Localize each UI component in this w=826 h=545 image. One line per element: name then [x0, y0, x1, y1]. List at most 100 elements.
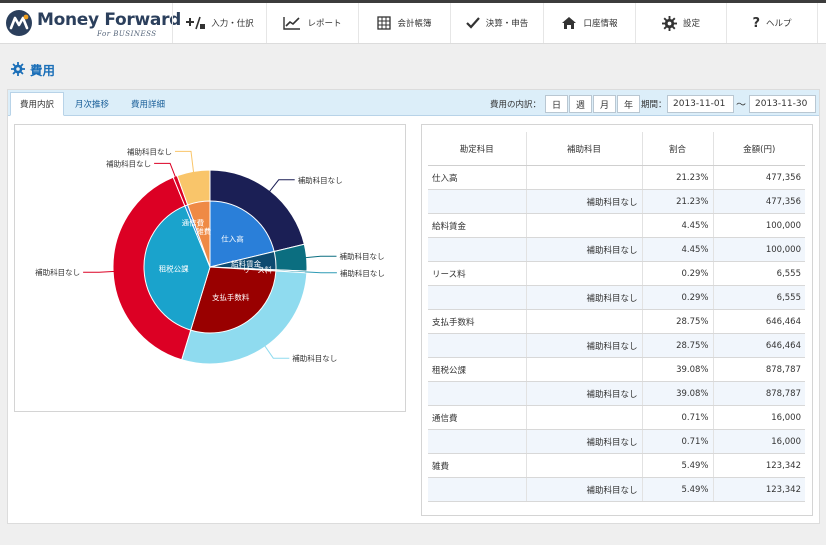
nav-accounts[interactable]: 口座情報: [543, 3, 635, 43]
cell-amount: 16,000: [713, 405, 805, 430]
table-row-account: 雑費 5.49% 123,342: [428, 453, 805, 478]
cell-amount: 100,000: [713, 237, 805, 262]
cell-amount: 123,342: [713, 453, 805, 478]
page-title-text: 費用: [30, 62, 56, 78]
cell-ratio: 21.23%: [642, 165, 714, 190]
inner-slice[interactable]: [190, 266, 277, 334]
slice-label: 通信費: [182, 218, 205, 228]
nav-settings[interactable]: 設定: [635, 3, 726, 43]
expense-table-panel: 勘定科目 補助科目 割合 金額(円) 仕入高 21.23% 477,356 補助科目な…: [421, 124, 813, 516]
cell-empty: [428, 285, 527, 310]
cell-ratio: 39.08%: [642, 381, 714, 406]
nav-label: 入力・仕訳: [211, 19, 254, 29]
outer-slice-label: 補助科目なし: [35, 267, 80, 277]
leader-line: [304, 255, 337, 259]
breakdown-label: 費用の内訳：: [490, 100, 542, 110]
gear-icon: [11, 62, 25, 76]
cell-account: リース料: [428, 261, 527, 286]
slice-label: 給料賃金: [231, 259, 261, 269]
table-row-account: 給料賃金 4.45% 100,000: [428, 213, 805, 238]
nav-closing-filing[interactable]: 決算・申告: [450, 3, 543, 43]
table-row-account: リース料 0.29% 6,555: [428, 261, 805, 286]
table-row-sub-account: 補助科目なし 0.29% 6,555: [428, 285, 805, 310]
cell-empty: [526, 309, 643, 334]
date-to-input[interactable]: [749, 95, 816, 113]
mf-logo-mark-icon: [6, 10, 32, 36]
cell-ratio: 0.71%: [642, 405, 714, 430]
table-row-sub-account: 補助科目なし 5.49% 123,342: [428, 477, 805, 502]
period-month-button[interactable]: 月: [593, 95, 616, 113]
cell-ratio: 5.49%: [642, 477, 714, 502]
tab-expense-details[interactable]: 費用詳細: [120, 92, 176, 116]
gear-icon: [661, 15, 677, 31]
table-row-sub-account: 補助科目なし 28.75% 646,464: [428, 333, 805, 358]
cell-account: 租税公課: [428, 357, 527, 382]
period-label-text: 日: [551, 100, 561, 111]
cell-sub-account: 補助科目なし: [526, 429, 643, 454]
leader-line: [263, 344, 290, 359]
leader-line: [304, 271, 337, 274]
tab-bar: 費用内訳 月次推移 費用詳細 費用の内訳： 日 週 月 年 期間： 〜: [8, 90, 819, 116]
cell-amount: 477,356: [713, 189, 805, 214]
question-icon: ?: [752, 15, 761, 31]
cell-empty: [428, 477, 527, 502]
checkmark-icon: [465, 17, 480, 29]
nav-input-journal[interactable]: 入力・仕訳: [172, 3, 266, 43]
cell-account: 雑費: [428, 453, 527, 478]
nav-label: 口座情報: [583, 19, 618, 29]
period-day-button[interactable]: 日: [545, 95, 568, 113]
table-row-account: 通信費 0.71% 16,000: [428, 405, 805, 430]
cell-empty: [428, 189, 527, 214]
table-row-account: 租税公課 39.08% 878,787: [428, 357, 805, 382]
cell-amount: 878,787: [713, 357, 805, 382]
period-week-button[interactable]: 週: [569, 95, 592, 113]
table-row-account: 支払手数料 28.75% 646,464: [428, 309, 805, 334]
table-row-sub-account: 補助科目なし 39.08% 878,787: [428, 381, 805, 406]
outer-slice-label: 補助科目なし: [106, 158, 151, 168]
header-account: 勘定科目: [428, 132, 527, 166]
tab-label: 費用内訳: [19, 100, 54, 110]
outer-slice-label: 補助科目なし: [340, 251, 385, 261]
cell-empty: [526, 261, 643, 286]
brand-name: Money Forward: [37, 10, 182, 30]
cell-amount: 646,464: [713, 309, 805, 334]
cell-empty: [526, 405, 643, 430]
date-range-separator: 〜: [736, 100, 746, 111]
nav-ledgers[interactable]: 会計帳簿: [358, 3, 450, 43]
nav-help[interactable]: ? ヘルプ: [726, 3, 818, 43]
inner-slice[interactable]: [187, 200, 211, 268]
cell-sub-account: 補助科目なし: [526, 237, 643, 262]
top-navigation-bar: Money Forward For BUSINESS 入力・仕訳 レポート 会計…: [0, 0, 826, 44]
brand-subtitle: For BUSINESS: [97, 30, 157, 38]
inner-slice[interactable]: [143, 205, 211, 331]
table-header-row: 勘定科目 補助科目 割合 金額(円): [428, 132, 805, 166]
cell-amount: 477,356: [713, 165, 805, 190]
period-year-button[interactable]: 年: [617, 95, 640, 113]
tab-monthly-trend[interactable]: 月次推移: [64, 92, 120, 116]
period-label: 期間：: [641, 100, 667, 110]
cell-empty: [526, 453, 643, 478]
cell-empty: [428, 429, 527, 454]
leader-line: [154, 162, 177, 179]
money-forward-logo[interactable]: Money Forward For BUSINESS: [5, 8, 181, 40]
cell-amount: 646,464: [713, 333, 805, 358]
inner-slice[interactable]: [209, 200, 275, 268]
header-sub-account: 補助科目: [526, 132, 643, 166]
tab-expense-breakdown[interactable]: 費用内訳: [10, 92, 64, 116]
cell-amount: 100,000: [713, 213, 805, 238]
cell-empty: [526, 357, 643, 382]
cell-sub-account: 補助科目なし: [526, 477, 643, 502]
house-icon: [561, 16, 577, 30]
date-from-input[interactable]: [667, 95, 734, 113]
cell-empty: [526, 213, 643, 238]
cell-ratio: 4.45%: [642, 213, 714, 238]
nav-label: 会計帳簿: [397, 19, 432, 29]
nav-label: ヘルプ: [766, 19, 792, 29]
outer-slice-label: 補助科目なし: [340, 268, 385, 278]
expense-panel: 費用内訳 月次推移 費用詳細 費用の内訳： 日 週 月 年 期間： 〜 仕入高給…: [7, 89, 820, 524]
cell-account: 支払手数料: [428, 309, 527, 334]
slice-label: 雑費: [196, 226, 211, 236]
nav-reports[interactable]: レポート: [266, 3, 358, 43]
period-label-text: 週: [575, 100, 585, 111]
outer-slice-label: 補助科目なし: [292, 353, 337, 363]
